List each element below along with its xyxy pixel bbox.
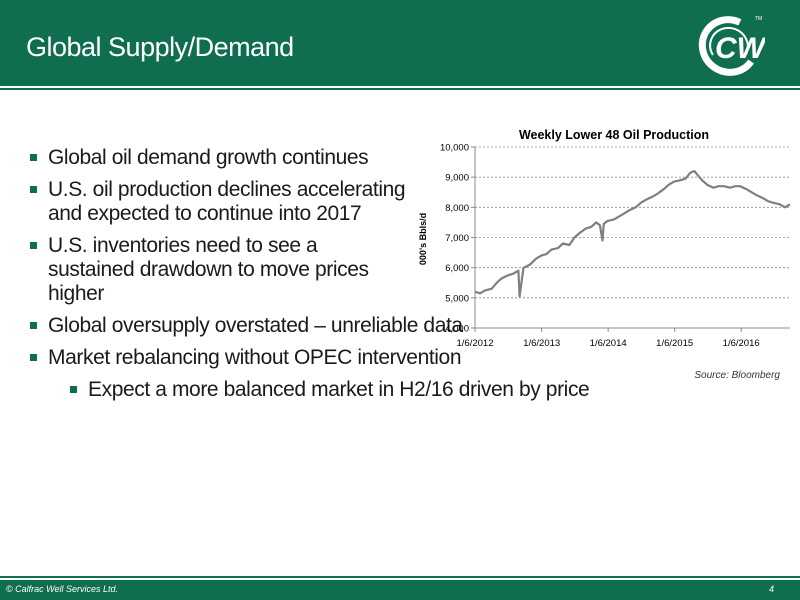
header-bar — [0, 0, 800, 86]
bullet-square — [30, 154, 37, 161]
bullet-text: U.S. inventories need to see a sustained… — [48, 234, 369, 305]
footer-bar: © Calfrac Well Services Ltd. 4 — [0, 580, 800, 600]
bullet-square — [30, 242, 37, 249]
x-tick-label: 1/6/2014 — [590, 338, 627, 349]
copyright-text: © Calfrac Well Services Ltd. — [6, 584, 118, 594]
bullet-text: Global oversupply overstated – unreliabl… — [48, 314, 463, 337]
bullet-list: Global oil demand growth continues U.S. … — [28, 146, 788, 410]
y-axis-label: 000's Bbls/d — [418, 213, 428, 265]
bullet-text: Market rebalancing without OPEC interven… — [48, 346, 462, 369]
bullet-item: U.S. oil production declines acceleratin… — [28, 178, 408, 226]
bullet-square — [30, 354, 37, 361]
series-line — [474, 169, 791, 298]
bullet-text: Expect a more balanced market in H2/16 d… — [88, 378, 590, 401]
y-tick-label: 5,000 — [445, 293, 469, 304]
sub-bullet-item: Expect a more balanced market in H2/16 d… — [68, 378, 788, 402]
bullet-item: Global oil demand growth continues — [28, 146, 408, 170]
y-tick-label: 7,000 — [445, 233, 469, 244]
bullet-item: Market rebalancing without OPEC interven… — [28, 346, 788, 370]
y-tick-label: 6,000 — [445, 263, 469, 274]
page-number: 4 — [768, 584, 774, 594]
x-tick-label: 1/6/2015 — [656, 338, 693, 349]
y-tick-label: 4,000 — [445, 324, 469, 335]
header-divider — [0, 88, 800, 90]
x-tick-label: 1/6/2012 — [457, 338, 494, 349]
logo-trademark: TM — [755, 16, 762, 22]
bullet-text: U.S. oil production declines acceleratin… — [48, 178, 406, 225]
chart-title: Weekly Lower 48 Oil Production — [519, 128, 709, 142]
y-tick-label: 8,000 — [445, 203, 469, 214]
y-tick-label: 10,000 — [440, 143, 469, 154]
oil-production-chart: Weekly Lower 48 Oil Production 000's Bbl… — [418, 128, 791, 349]
logo-lettering: CWS — [715, 32, 765, 65]
y-tick-label: 9,000 — [445, 173, 469, 184]
source-note: Source: Bloomberg — [694, 370, 780, 381]
bullet-square — [30, 186, 37, 193]
x-tick-label: 1/6/2013 — [523, 338, 560, 349]
bullet-item: Global oversupply overstated – unreliabl… — [28, 314, 788, 338]
bullet-item: U.S. inventories need to see a sustained… — [28, 234, 408, 306]
bullet-text: Global oil demand growth continues — [48, 146, 369, 169]
x-tick-label: 1/6/2016 — [723, 338, 760, 349]
slide-title: Global Supply/Demand — [26, 32, 294, 62]
bullet-square — [30, 322, 37, 329]
footer-divider — [0, 576, 800, 578]
bullet-square — [70, 386, 77, 393]
cws-logo: CWS TM — [698, 16, 765, 76]
